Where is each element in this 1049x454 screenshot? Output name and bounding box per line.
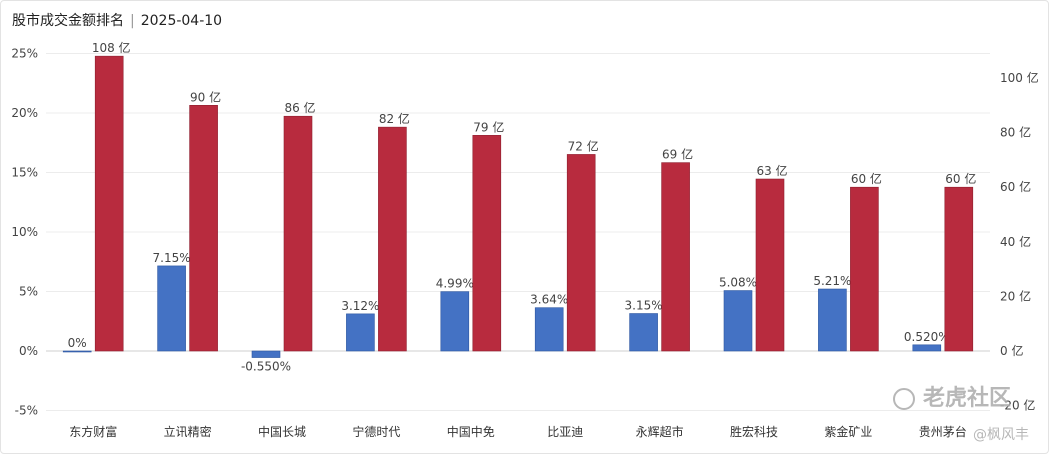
change-data-label: 3.12% bbox=[341, 299, 379, 313]
change-data-label: 5.08% bbox=[719, 276, 757, 290]
watermark-author: @枫风丰 bbox=[973, 427, 1029, 443]
turnover-data-label: 79 亿 bbox=[473, 119, 504, 134]
left-tick-label: 25% bbox=[11, 47, 38, 61]
right-tick-label: 100 亿 bbox=[1000, 70, 1039, 85]
category-label: 紫金矿业 bbox=[824, 424, 872, 439]
right-tick-label: -20 亿 bbox=[1000, 398, 1035, 413]
category-label: 贵州茅台 bbox=[919, 424, 967, 439]
chart-date: 2025-04-10 bbox=[140, 13, 223, 29]
turnover-bar bbox=[189, 105, 218, 352]
change-bar bbox=[534, 307, 564, 352]
turnover-bar bbox=[566, 154, 596, 352]
change-bar bbox=[629, 313, 658, 352]
change-data-label: 3.64% bbox=[530, 293, 568, 307]
change-bar bbox=[440, 291, 470, 352]
left-tick-label: 15% bbox=[11, 166, 38, 180]
change-bar bbox=[251, 350, 281, 358]
turnover-data-label: 108 亿 bbox=[92, 40, 131, 55]
turnover-data-label: 82 亿 bbox=[379, 111, 410, 126]
right-tick-label: 80 亿 bbox=[1000, 125, 1031, 140]
change-data-label: 0.520% bbox=[904, 330, 950, 344]
change-data-label: 7.15% bbox=[153, 251, 191, 265]
chart-title-text: 股市成交金额排名 bbox=[12, 13, 124, 29]
turnover-data-label: 86 亿 bbox=[284, 100, 315, 115]
change-data-label: 5.21% bbox=[813, 274, 851, 288]
change-bar bbox=[818, 288, 847, 352]
turnover-bar bbox=[94, 55, 124, 352]
turnover-data-label: 90 亿 bbox=[190, 89, 221, 104]
turnover-data-label: 69 亿 bbox=[662, 147, 693, 162]
turnover-bar bbox=[850, 186, 879, 352]
category-label: 比亚迪 bbox=[547, 425, 583, 439]
turnover-data-label: 72 亿 bbox=[568, 138, 599, 153]
category-label: 东方财富 bbox=[69, 424, 117, 439]
left-tick-label: 10% bbox=[11, 225, 38, 239]
change-data-label: 3.15% bbox=[625, 299, 663, 313]
change-data-label: -0.550% bbox=[241, 360, 291, 374]
change-bar bbox=[346, 313, 375, 352]
turnover-bar bbox=[944, 186, 974, 352]
category-label: 中国长城 bbox=[258, 424, 306, 439]
left-tick-label: 5% bbox=[19, 285, 38, 299]
change-bar bbox=[157, 265, 186, 352]
right-tick-label: 20 亿 bbox=[1000, 288, 1031, 303]
tiger-logo-icon bbox=[892, 388, 915, 410]
category-label: 立讯精密 bbox=[164, 424, 212, 439]
right-tick-label: 60 亿 bbox=[1000, 179, 1031, 194]
chart-title: 股市成交金额排名 | 2025-04-10 bbox=[12, 10, 222, 30]
right-tick-label: 0 亿 bbox=[1000, 343, 1023, 358]
change-bar bbox=[62, 350, 92, 353]
turnover-bar bbox=[378, 126, 407, 352]
turnover-bar bbox=[472, 135, 502, 352]
left-tick-label: 0% bbox=[19, 344, 38, 358]
category-label: 胜宏科技 bbox=[730, 424, 778, 439]
turnover-data-label: 60 亿 bbox=[851, 171, 882, 186]
watermark-brand: 老虎社区 bbox=[892, 380, 1011, 412]
category-label: 宁德时代 bbox=[352, 424, 400, 439]
title-separator: | bbox=[130, 13, 135, 29]
turnover-data-label: 60 亿 bbox=[945, 171, 976, 186]
change-bar bbox=[912, 344, 942, 352]
category-label: 中国中免 bbox=[447, 424, 495, 439]
left-tick-label: -5% bbox=[15, 404, 38, 418]
change-data-label: 4.99% bbox=[436, 277, 474, 291]
change-bar bbox=[723, 290, 753, 352]
right-tick-label: 40 亿 bbox=[1000, 234, 1031, 249]
left-tick-label: 20% bbox=[11, 106, 38, 120]
turnover-bar bbox=[661, 162, 690, 352]
category-label: 永辉超市 bbox=[636, 424, 684, 439]
turnover-data-label: 63 亿 bbox=[756, 163, 787, 178]
turnover-bar bbox=[283, 115, 313, 352]
turnover-bar bbox=[755, 178, 785, 352]
change-data-label: 0% bbox=[68, 336, 87, 350]
